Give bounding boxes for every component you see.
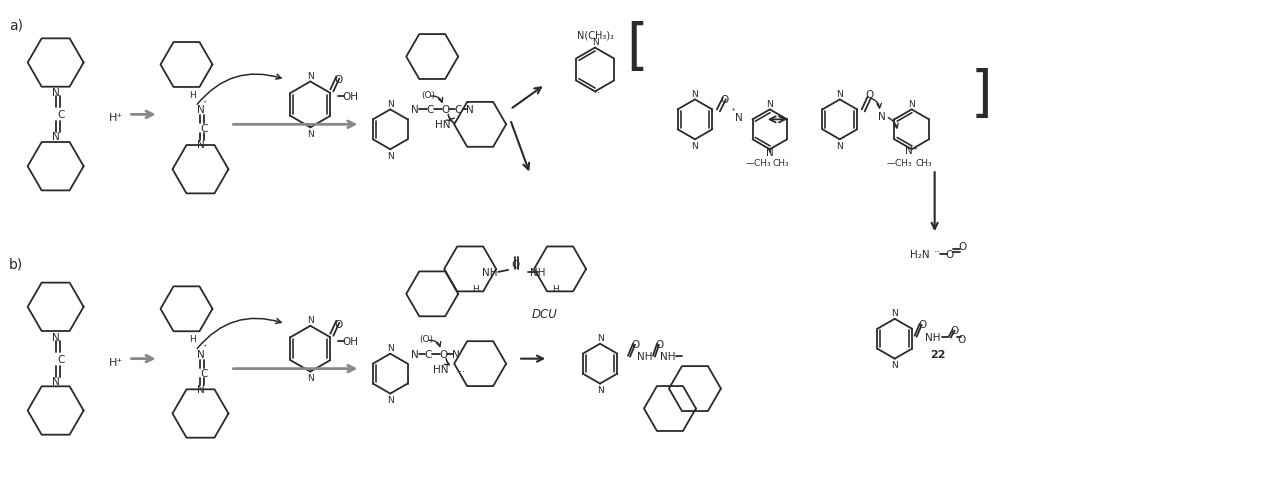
Text: N: N <box>307 373 313 382</box>
Text: H: H <box>189 91 196 100</box>
Text: ··: ·· <box>935 246 941 256</box>
Text: NH: NH <box>661 351 676 361</box>
Text: [: [ <box>626 21 648 74</box>
Text: N(CH₃)₂: N(CH₃)₂ <box>576 31 614 40</box>
Text: N: N <box>767 100 773 108</box>
Text: —CH₃: —CH₃ <box>887 158 912 168</box>
Text: HN: HN <box>436 120 451 130</box>
Text: N: N <box>386 395 394 404</box>
Text: OH: OH <box>342 92 359 102</box>
Text: O: O <box>957 334 966 344</box>
Text: N: N <box>386 344 394 352</box>
Text: ⁺: ⁺ <box>730 107 735 116</box>
Text: O: O <box>721 95 729 105</box>
Text: N: N <box>892 309 898 318</box>
Text: HN: HN <box>433 364 448 374</box>
Text: N: N <box>735 113 743 123</box>
Text: N: N <box>52 132 59 142</box>
Text: C: C <box>57 354 64 364</box>
Text: H: H <box>472 285 479 294</box>
Text: N: N <box>908 100 916 108</box>
Text: N: N <box>197 384 205 394</box>
Text: NH: NH <box>638 351 653 361</box>
Text: O: O <box>655 339 664 349</box>
Text: H⁺: H⁺ <box>109 113 123 123</box>
Text: N: N <box>52 332 59 342</box>
Text: N: N <box>386 100 394 108</box>
Text: O: O <box>865 90 874 100</box>
Text: N: N <box>412 349 419 359</box>
Text: N: N <box>878 112 885 122</box>
Text: C: C <box>201 368 208 378</box>
Text: OH: OH <box>342 336 359 346</box>
Text: N: N <box>197 140 205 150</box>
Text: N: N <box>692 142 698 150</box>
Text: CH₃: CH₃ <box>773 158 789 168</box>
Text: N: N <box>591 38 599 47</box>
Text: N: N <box>836 90 844 99</box>
Text: O: O <box>959 241 966 252</box>
Text: H: H <box>189 335 196 344</box>
Text: N: N <box>386 151 394 160</box>
Text: N: N <box>307 316 313 324</box>
Text: ··: ·· <box>594 88 601 98</box>
Text: N: N <box>197 105 205 115</box>
Text: N: N <box>307 130 313 139</box>
Text: H₂N: H₂N <box>909 250 930 259</box>
Text: O: O <box>918 319 927 329</box>
Text: a): a) <box>9 19 23 33</box>
Text: N: N <box>52 88 59 98</box>
Text: N: N <box>307 72 313 81</box>
Text: N: N <box>596 385 604 394</box>
Text: O: O <box>335 319 342 329</box>
Text: C: C <box>424 349 432 359</box>
Text: C: C <box>427 105 434 115</box>
Text: C: C <box>455 105 462 115</box>
Text: ··: ·· <box>460 366 465 376</box>
Text: —CH₃: —CH₃ <box>746 158 772 168</box>
Text: N: N <box>197 349 205 359</box>
Text: DCU: DCU <box>532 308 558 321</box>
Text: O: O <box>335 75 342 85</box>
Text: C: C <box>201 124 208 134</box>
Text: N: N <box>466 105 474 115</box>
Text: NH: NH <box>925 332 941 342</box>
Text: O: O <box>946 250 954 259</box>
Text: H: H <box>552 285 558 294</box>
Text: O: O <box>440 349 447 359</box>
Text: NH: NH <box>482 267 498 277</box>
Text: N: N <box>692 90 698 99</box>
Text: O: O <box>632 339 640 349</box>
Text: O: O <box>512 259 519 269</box>
Text: (O): (O) <box>419 335 433 344</box>
Text: N: N <box>892 360 898 370</box>
Text: ⁺: ⁺ <box>202 342 207 351</box>
Text: N: N <box>52 376 59 386</box>
Text: N: N <box>765 148 774 158</box>
Text: N: N <box>412 105 419 115</box>
Text: 22: 22 <box>930 349 946 359</box>
Text: ]: ] <box>971 68 993 122</box>
Text: O: O <box>441 105 450 115</box>
Text: N: N <box>836 142 844 150</box>
Text: N: N <box>452 349 460 359</box>
Text: C: C <box>57 110 64 120</box>
Text: b): b) <box>9 257 23 271</box>
Text: ⁺: ⁺ <box>202 99 207 108</box>
Text: H⁺: H⁺ <box>109 357 123 367</box>
Text: N: N <box>596 334 604 343</box>
Text: N⁺: N⁺ <box>906 146 918 156</box>
Text: O: O <box>951 325 959 335</box>
Text: CH₃: CH₃ <box>916 158 932 168</box>
Text: (O): (O) <box>422 91 436 100</box>
Text: NH: NH <box>530 267 546 277</box>
